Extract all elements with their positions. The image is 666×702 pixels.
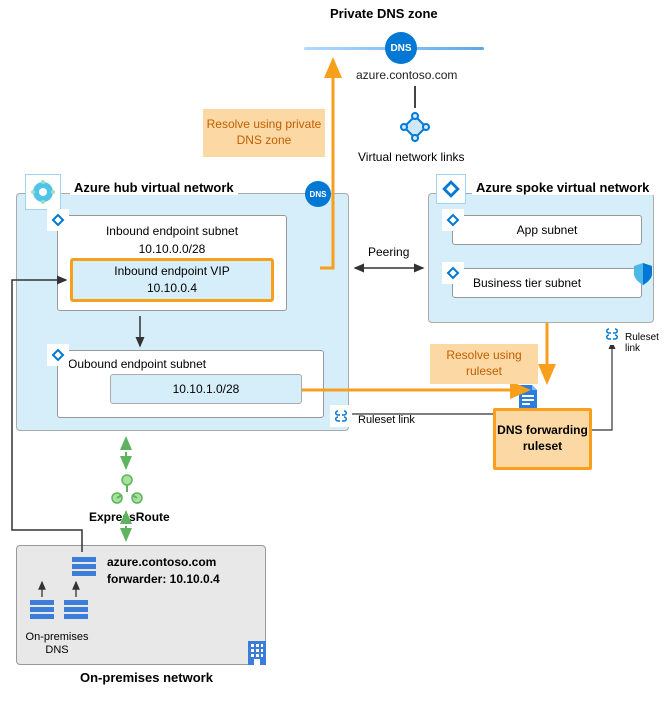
azure-subnet-icon: [47, 344, 69, 366]
building-icon: [245, 639, 269, 667]
outbound-subnet-cidr: 10.10.1.0/28: [110, 374, 302, 404]
resolve-ruleset-label: Resolve using ruleset: [430, 344, 538, 384]
server-icon: [70, 555, 98, 579]
hub-vnet-title: Azure hub virtual network: [70, 180, 238, 195]
hub-vnet-icon: [25, 174, 61, 210]
ruleset-link-icon: [601, 323, 623, 345]
azure-subnet-icon: [47, 209, 69, 231]
spoke-vnet-icon: [436, 174, 466, 204]
onprem-forwarder: forwarder: 10.10.0.4: [107, 572, 220, 586]
inbound-vip-box: Inbound endpoint VIP 10.10.0.4: [70, 258, 274, 302]
inbound-subnet-cidr: 10.10.0.0/28: [58, 240, 286, 258]
app-subnet-box: App subnet: [452, 215, 642, 245]
onprem-title: On-premises network: [80, 670, 213, 685]
dns-forwarding-ruleset-box: DNS forwarding ruleset: [493, 408, 592, 470]
private-dns-domain: azure.contoso.com: [356, 68, 457, 82]
ruleset-link-label: Ruleset link: [358, 414, 415, 426]
azure-subnet-icon: [442, 262, 464, 284]
dns-icon: DNS: [385, 32, 417, 64]
azure-subnet-icon: [442, 209, 464, 231]
ruleset-link-label: Ruleset link: [625, 332, 665, 354]
business-subnet-box: Business tier subnet: [452, 268, 642, 298]
server-icon: [28, 598, 56, 622]
virtual-network-links-icon: [396, 108, 434, 146]
peering-label: Peering: [368, 245, 409, 259]
outbound-subnet-title: Oubound endpoint subnet: [68, 357, 313, 371]
inbound-vip-title: Inbound endpoint VIP: [114, 263, 229, 280]
shield-icon: [632, 262, 654, 286]
ruleset-link-icon: [330, 405, 352, 427]
onprem-domain: azure.contoso.com: [107, 555, 216, 569]
virtual-network-links-label: Virtual network links: [358, 150, 465, 164]
hub-dns-badge: DNS: [305, 181, 331, 207]
inbound-subnet-title: Inbound endpoint subnet: [58, 222, 286, 240]
document-icon: [516, 383, 540, 411]
expressroute-label: ExpressRoute: [89, 510, 170, 524]
resolve-private-dns-label: Resolve using private DNS zone: [203, 109, 325, 157]
onprem-dns-label: On-premises DNS: [22, 631, 92, 657]
vnl-connector: [414, 86, 416, 108]
spoke-vnet-title: Azure spoke virtual network: [472, 180, 653, 195]
inbound-vip-addr: 10.10.0.4: [147, 280, 197, 297]
server-icon: [62, 598, 90, 622]
expressroute-icon: [109, 472, 145, 508]
private-dns-title: Private DNS zone: [330, 6, 438, 21]
